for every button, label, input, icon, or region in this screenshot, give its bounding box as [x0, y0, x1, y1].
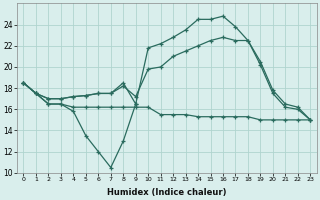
X-axis label: Humidex (Indice chaleur): Humidex (Indice chaleur) [107, 188, 227, 197]
